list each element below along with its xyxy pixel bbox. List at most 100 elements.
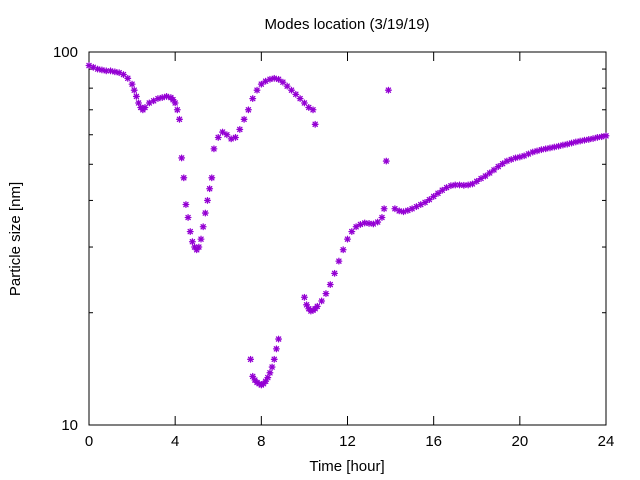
data-point: [186, 228, 194, 236]
data-point: [344, 235, 351, 243]
data-point: [275, 335, 283, 343]
data-point: [384, 86, 392, 94]
data-point: [300, 99, 308, 107]
data-point: [201, 209, 209, 217]
data-point: [184, 214, 192, 221]
data-point: [473, 177, 481, 185]
data-point: [98, 66, 106, 74]
x-tick-label: 20: [511, 433, 528, 450]
data-point: [266, 369, 274, 377]
data-point: [412, 203, 420, 211]
data-points: [85, 62, 610, 389]
data-point: [378, 214, 386, 221]
axis-tick-labels: 0 4 8 12 16 20 24 10 100: [53, 44, 614, 450]
data-point: [430, 192, 438, 200]
data-point: [490, 166, 498, 174]
data-point: [602, 132, 610, 140]
data-point: [598, 133, 606, 141]
data-point: [464, 181, 472, 189]
x-tick-label: 4: [171, 433, 179, 450]
data-point: [107, 67, 114, 75]
data-point: [214, 134, 222, 141]
data-point: [555, 142, 563, 150]
data-point: [264, 374, 272, 382]
data-point: [311, 120, 319, 128]
data-point: [339, 246, 347, 254]
data-point: [374, 218, 382, 226]
data-point: [335, 257, 343, 265]
data-point: [382, 157, 390, 165]
data-point: [318, 297, 326, 305]
data-point: [247, 355, 255, 363]
data-point: [270, 355, 278, 363]
data-point: [395, 207, 403, 215]
data-point: [244, 106, 252, 114]
data-point: [257, 80, 265, 88]
data-point: [240, 115, 248, 123]
y-axis-label: Particle size [nm]: [7, 182, 24, 296]
data-point: [581, 136, 588, 144]
data-point: [199, 223, 207, 231]
data-point: [176, 115, 183, 123]
data-point: [486, 169, 494, 177]
data-point: [283, 82, 291, 90]
data-point: [232, 134, 239, 141]
data-point: [300, 293, 308, 301]
data-point: [130, 86, 138, 94]
data-point: [550, 143, 558, 151]
data-point: [542, 145, 550, 153]
data-point: [124, 74, 132, 82]
data-point: [111, 68, 119, 76]
data-point: [210, 145, 218, 153]
data-point: [425, 196, 433, 204]
data-point: [132, 93, 140, 100]
data-point: [188, 238, 196, 246]
data-point: [576, 137, 584, 145]
data-point: [593, 134, 601, 141]
data-point: [537, 146, 545, 154]
chart-title: Modes location (3/19/19): [264, 16, 429, 33]
data-point: [494, 163, 502, 171]
data-point: [163, 93, 171, 100]
data-point: [180, 174, 188, 182]
data-point: [451, 181, 459, 189]
data-point: [249, 95, 257, 103]
data-point: [195, 243, 203, 251]
data-point: [481, 172, 489, 180]
plot-frame: [88, 51, 607, 426]
x-tick-label: 24: [598, 433, 615, 450]
data-point: [204, 196, 211, 204]
data-point: [171, 99, 179, 107]
data-point: [309, 106, 317, 114]
x-axis-label: Time [hour]: [309, 458, 384, 475]
x-tick-label: 0: [85, 433, 93, 450]
data-point: [236, 125, 244, 133]
data-point: [529, 148, 537, 156]
data-point: [128, 80, 136, 88]
data-point: [208, 174, 216, 182]
data-point: [546, 144, 554, 152]
data-point: [279, 78, 287, 86]
data-point: [266, 75, 274, 83]
data-point: [421, 199, 429, 206]
data-point: [512, 154, 519, 162]
data-point: [178, 154, 186, 162]
data-point: [120, 71, 127, 79]
data-point: [206, 185, 214, 193]
data-point: [331, 269, 339, 277]
data-point: [516, 153, 524, 161]
data-point: [288, 86, 295, 94]
x-tick-label: 8: [257, 433, 265, 450]
data-point: [94, 65, 102, 73]
data-point: [154, 95, 162, 103]
data-point: [533, 147, 541, 155]
data-point: [275, 75, 283, 83]
data-point: [380, 205, 388, 213]
data-point: [272, 345, 280, 353]
x-tick-label: 16: [425, 433, 442, 450]
data-point: [326, 281, 334, 288]
data-point: [348, 228, 356, 236]
data-point: [158, 94, 166, 101]
data-point: [270, 74, 278, 82]
